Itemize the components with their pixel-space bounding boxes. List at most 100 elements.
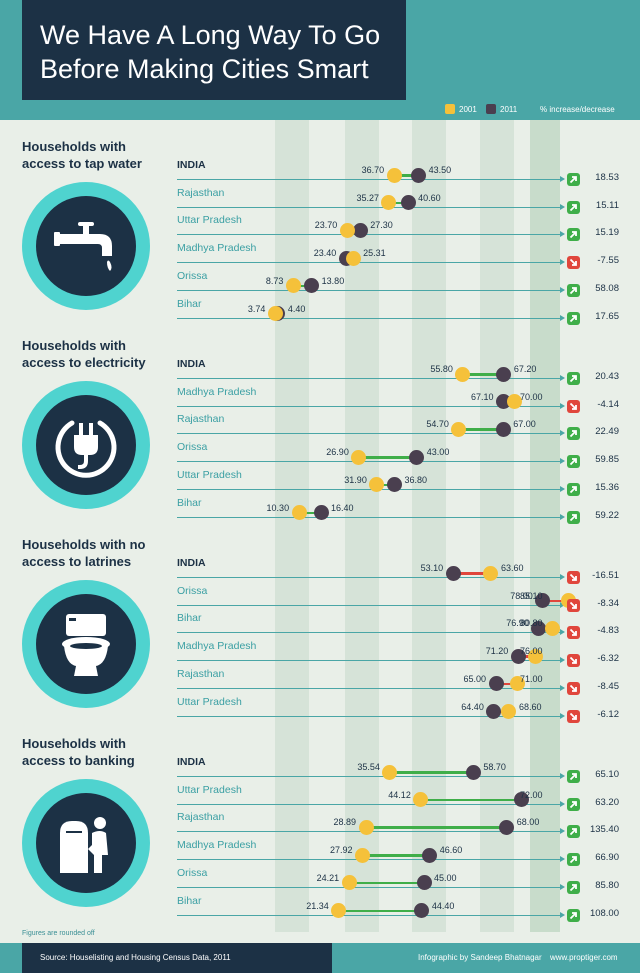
pct-value: 135.40 — [589, 824, 619, 836]
change-connector — [389, 771, 474, 774]
dot-2011 — [422, 847, 438, 863]
dot-2001 — [285, 278, 301, 294]
pct-value: -6.12 — [597, 708, 619, 720]
value-label-right: 25.31 — [363, 248, 386, 259]
value-label-left: 8.73 — [265, 275, 284, 286]
row-label: Orissa — [177, 441, 208, 454]
footer-source: Source: Houselisting and Housing Census … — [40, 953, 231, 962]
row-arrow-tip — [560, 430, 565, 437]
increase-arrow-icon — [567, 372, 580, 385]
row-label: Orissa — [177, 866, 208, 879]
dot-2001 — [267, 306, 283, 321]
dot-2011 — [535, 593, 551, 609]
dot-2011 — [495, 421, 511, 437]
dot-2001 — [455, 366, 471, 382]
row-arrow-tip — [560, 176, 565, 182]
row-arrow-tip — [560, 203, 565, 210]
title-line-1: We Have A Long Way To Go — [40, 20, 381, 50]
row-arrow-tip — [560, 259, 565, 266]
row-label: Uttar Pradesh — [177, 695, 242, 708]
row-arrow-tip — [560, 657, 565, 664]
decrease-arrow-icon — [567, 571, 580, 584]
row-baseline — [177, 262, 561, 264]
value-label-right: 27.30 — [370, 220, 393, 231]
dot-2001 — [510, 676, 526, 692]
value-label-right: 13.80 — [321, 275, 345, 286]
row-baseline — [177, 803, 561, 805]
value-label-left: 21.34 — [306, 900, 329, 911]
dot-2011 — [304, 278, 320, 294]
increase-arrow-icon — [567, 510, 580, 524]
tap-water-icon-core — [36, 196, 136, 296]
column-band — [530, 120, 560, 932]
row-label: Madhya Pradesh — [177, 640, 257, 653]
value-label-right: 46.60 — [439, 845, 463, 856]
row-arrow-tip — [560, 458, 565, 465]
value-label-right: 68.60 — [518, 701, 542, 712]
section-title-electricity: Households with access to electricity — [22, 337, 172, 371]
row-baseline — [177, 488, 561, 490]
pct-value: -16.51 — [592, 570, 619, 581]
pct-value: 58.08 — [595, 282, 619, 294]
value-label-right: 68.00 — [516, 817, 540, 828]
value-label-left: 31.90 — [344, 474, 367, 485]
toilet-icon-badge — [22, 580, 150, 708]
pct-value: 22.49 — [595, 426, 619, 438]
dot-2001 — [528, 648, 544, 664]
pct-value: 15.11 — [595, 199, 619, 211]
dot-2011 — [313, 505, 329, 520]
change-connector — [293, 284, 312, 288]
dot-2011 — [499, 819, 515, 835]
row-baseline — [177, 516, 561, 518]
value-label-left: 67.10 — [471, 391, 494, 402]
row-baseline — [177, 687, 561, 689]
change-connector — [349, 881, 424, 885]
column-band — [480, 120, 514, 932]
footer-credit: Infographic by Sandeep Bhatnagar — [418, 953, 542, 962]
pct-value: 59.85 — [595, 454, 619, 466]
value-label-left: 24.21 — [316, 872, 340, 883]
legend-pct: % increase/decrease — [540, 105, 615, 114]
pct-value: 65.10 — [595, 769, 619, 780]
dot-2001 — [358, 819, 374, 835]
increase-arrow-icon — [567, 283, 580, 297]
value-label-right: 72.00 — [520, 789, 543, 800]
dot-2011 — [531, 620, 547, 636]
change-connector — [299, 511, 322, 514]
row-arrow-tip — [560, 911, 565, 918]
section-title-line: Households with — [22, 736, 126, 751]
legend-2011-label: 2011 — [500, 105, 518, 114]
change-connector — [358, 456, 417, 459]
change-connector — [496, 682, 518, 686]
decrease-arrow-icon — [567, 681, 580, 695]
value-label-right: 45.00 — [434, 872, 457, 883]
change-connector — [362, 854, 430, 857]
change-connector — [394, 174, 419, 177]
decrease-arrow-icon — [567, 598, 580, 612]
decrease-arrow-icon — [567, 654, 580, 668]
title-line-2: Before Making Cities Smart — [40, 54, 369, 84]
row-baseline — [177, 914, 561, 916]
row-arrow-tip — [560, 800, 565, 807]
change-connector — [458, 428, 504, 431]
pct-value: -8.34 — [597, 597, 619, 609]
pct-value: 20.43 — [595, 371, 619, 382]
section-title-line: access to electricity — [22, 355, 146, 370]
atm-banking-icon-badge — [22, 779, 150, 907]
row-label: Rajasthan — [177, 186, 225, 199]
row-arrow-tip — [560, 856, 565, 863]
dot-2001 — [545, 620, 561, 636]
legend-2011: 2011 — [486, 100, 517, 120]
row-label: Bihar — [177, 496, 202, 509]
row-label: Uttar Pradesh — [177, 214, 242, 227]
row-label: Bihar — [177, 894, 202, 907]
decrease-arrow-icon — [567, 626, 580, 640]
value-label-left: 53.10 — [420, 563, 444, 573]
value-label-left: 71.20 — [485, 646, 509, 657]
row-arrow-tip — [560, 629, 565, 636]
value-label-right: 76.00 — [520, 646, 543, 657]
increase-arrow-icon — [567, 797, 580, 811]
dot-2001 — [381, 195, 397, 211]
row-label: Madhya Pradesh — [177, 242, 257, 255]
row-arrow-tip — [560, 402, 565, 409]
